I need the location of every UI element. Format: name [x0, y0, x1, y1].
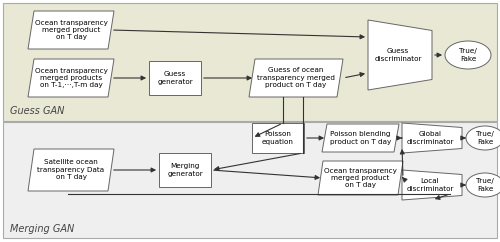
Polygon shape: [249, 59, 343, 97]
Polygon shape: [322, 124, 399, 152]
Bar: [3, 3, 497, 121]
Bar: [159, 153, 211, 187]
Polygon shape: [28, 11, 114, 49]
Text: Ocean transparency
merged product
on T day: Ocean transparency merged product on T d…: [324, 167, 397, 189]
Polygon shape: [28, 149, 114, 191]
Bar: [149, 61, 201, 95]
Text: True/
Fake: True/ Fake: [459, 48, 477, 62]
Text: Guess
generator: Guess generator: [157, 71, 193, 85]
Text: Ocean transparency
merged product
on T day: Ocean transparency merged product on T d…: [34, 20, 108, 40]
Text: Global
discriminator: Global discriminator: [406, 131, 454, 145]
Text: True/
Fake: True/ Fake: [476, 131, 494, 145]
Text: Guess
discriminator: Guess discriminator: [374, 48, 422, 62]
Text: Merging
generator: Merging generator: [167, 163, 203, 177]
Text: True/
Fake: True/ Fake: [476, 178, 494, 192]
Bar: [3, 122, 497, 238]
Text: Guess GAN: Guess GAN: [10, 106, 64, 116]
Text: Poisson
equation: Poisson equation: [262, 131, 294, 145]
Text: Ocean transparency
merged products
on T-1,⋯,T-m day: Ocean transparency merged products on T-…: [34, 68, 108, 89]
Text: Local
discriminator: Local discriminator: [406, 178, 454, 192]
Text: Guess of ocean
transparency merged
product on T day: Guess of ocean transparency merged produ…: [257, 68, 335, 89]
Polygon shape: [368, 20, 432, 90]
Polygon shape: [318, 161, 403, 195]
Text: Satellite ocean
transparency Data
on T day: Satellite ocean transparency Data on T d…: [38, 159, 104, 181]
Text: Poisson blending
product on T day: Poisson blending product on T day: [330, 131, 391, 145]
Polygon shape: [402, 170, 462, 200]
Ellipse shape: [445, 41, 491, 69]
Text: Merging GAN: Merging GAN: [10, 224, 74, 234]
Ellipse shape: [466, 173, 500, 197]
Polygon shape: [28, 59, 114, 97]
Polygon shape: [402, 123, 462, 153]
Ellipse shape: [466, 126, 500, 150]
Bar: [252, 123, 304, 153]
